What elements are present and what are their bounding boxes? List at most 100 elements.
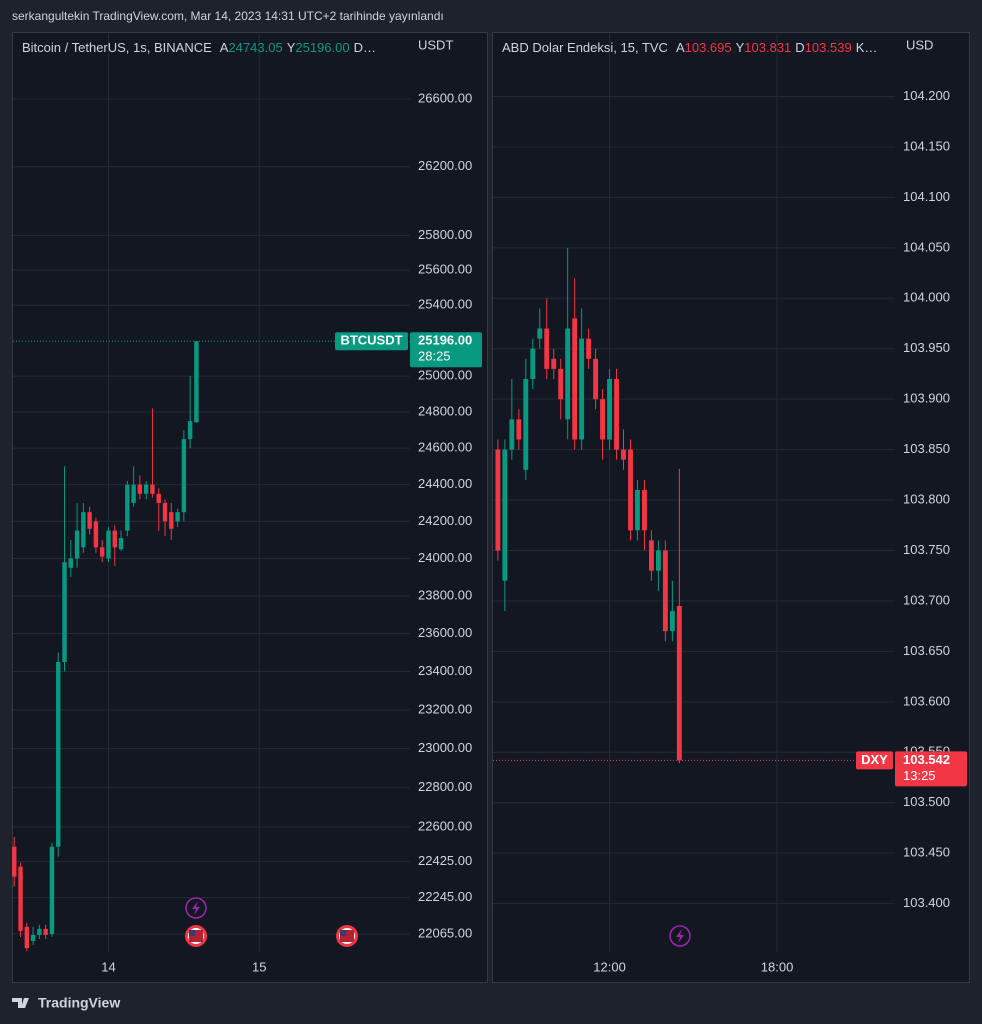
- legend-value: 25196.00: [295, 40, 349, 55]
- y-tick-label: 24200.00: [418, 513, 472, 528]
- candle-body: [530, 348, 536, 380]
- y-tick-label: 104.100: [903, 189, 950, 204]
- y-tick-label: 25600.00: [418, 262, 472, 277]
- y-tick-label: 103.750: [903, 542, 950, 557]
- event-icon[interactable]: [185, 925, 207, 947]
- candle-body: [572, 318, 578, 440]
- candle-body: [162, 502, 168, 522]
- countdown-label: 28:25: [418, 349, 451, 364]
- y-tick-label: 26600.00: [418, 90, 472, 105]
- price-tag: [410, 332, 482, 368]
- legend-name: Bitcoin / TetherUS, 1s, BINANCE: [22, 40, 212, 55]
- candle-body: [24, 926, 30, 949]
- candle-body: [143, 484, 149, 494]
- candle-body: [74, 530, 80, 559]
- symbol-tag: [856, 751, 893, 770]
- candle-body: [150, 484, 155, 494]
- symbol-label: DXY: [861, 752, 888, 767]
- candle-body: [18, 866, 23, 931]
- legend-value: 103.831: [744, 40, 791, 55]
- candle-body: [37, 928, 42, 935]
- candle-body: [551, 358, 557, 369]
- candle-body: [169, 512, 174, 529]
- candle-body: [558, 368, 564, 400]
- price-label: 103.542: [903, 752, 950, 767]
- y-tick-label: 24800.00: [418, 403, 472, 418]
- candle-body: [635, 489, 640, 531]
- price-tag: [895, 751, 967, 787]
- candle-body: [495, 449, 501, 551]
- y-tick-label: 103.850: [903, 441, 950, 456]
- y-tick-label: 26200.00: [418, 158, 472, 173]
- candle-body: [93, 521, 99, 548]
- candle-body: [12, 846, 17, 877]
- candle-body: [62, 562, 67, 663]
- legend-key: D: [795, 40, 804, 55]
- brand[interactable]: TradingView: [38, 995, 120, 1011]
- candle-body: [131, 484, 136, 503]
- event-icon[interactable]: [185, 897, 207, 919]
- legend-key: K…: [856, 40, 878, 55]
- panel: [492, 32, 970, 983]
- candle-body: [537, 328, 543, 339]
- candle-body: [642, 489, 647, 531]
- candle-body: [56, 662, 61, 847]
- candle-body: [106, 530, 111, 559]
- y-tick-label: 25800.00: [418, 227, 472, 242]
- candle-body: [175, 512, 180, 522]
- brand-logo[interactable]: [12, 998, 29, 1008]
- candle-body: [43, 928, 48, 935]
- y-tick-label: 103.950: [903, 340, 950, 355]
- y-tick-label: 23000.00: [418, 740, 472, 755]
- x-tick-label: 14: [101, 959, 115, 974]
- candle-body: [181, 439, 187, 513]
- candle-body: [516, 419, 522, 440]
- y-tick-label: 23600.00: [418, 625, 472, 640]
- y-tick-label: 22065.00: [418, 925, 472, 940]
- y-tick-label: 104.050: [903, 239, 950, 254]
- y-tick-label: 23400.00: [418, 663, 472, 678]
- candle-body: [187, 421, 193, 440]
- x-tick-label: 18:00: [761, 959, 794, 974]
- legend-key: A: [676, 40, 685, 55]
- y-tick-label: 23200.00: [418, 701, 472, 716]
- y-tick-label: 104.150: [903, 138, 950, 153]
- candle-body: [49, 846, 55, 934]
- y-tick-label: 104.200: [903, 88, 950, 103]
- symbol-tag: [335, 332, 408, 351]
- candle-body: [621, 449, 626, 460]
- y-tick-label: 22800.00: [418, 779, 472, 794]
- candle-body: [655, 550, 661, 571]
- y-tick-label: 22245.00: [418, 889, 472, 904]
- y-tick-label: 24400.00: [418, 476, 472, 491]
- countdown-label: 13:25: [903, 768, 936, 783]
- legend-value: 24743.05: [228, 40, 282, 55]
- candle-body: [600, 399, 606, 440]
- candle-body: [156, 493, 161, 503]
- event-icon[interactable]: [669, 925, 691, 947]
- legend-key: A: [220, 40, 229, 55]
- candle-body: [137, 484, 143, 494]
- candle-body: [125, 484, 130, 531]
- y-tick-label: 103.600: [903, 693, 950, 708]
- event-icon[interactable]: [336, 925, 358, 947]
- candle-body: [669, 611, 675, 632]
- candle-body: [662, 550, 668, 632]
- y-tick-label: 23800.00: [418, 587, 472, 602]
- legend: ABD Dolar Endeksi, 15, TVC A103.695 Y103.8…: [502, 40, 877, 55]
- plots: 26600.00 26200.00 25800.00 25600.00 25400.00…: [12, 34, 967, 974]
- legend-value: 103.695: [685, 40, 732, 55]
- candle-body: [112, 530, 117, 548]
- y-tick-label: 25000.00: [418, 368, 472, 383]
- x-tick-label: 15: [252, 959, 266, 974]
- candle-body: [194, 341, 199, 423]
- candle-body: [607, 379, 612, 440]
- y-tick-label: 103.800: [903, 491, 950, 506]
- currency: USD: [906, 37, 933, 52]
- y-tick-label: 24600.00: [418, 440, 472, 455]
- y-tick-label: 103.500: [903, 794, 950, 809]
- y-tick-label: 22425.00: [418, 853, 472, 868]
- symbol-label: BTCUSDT: [340, 333, 402, 348]
